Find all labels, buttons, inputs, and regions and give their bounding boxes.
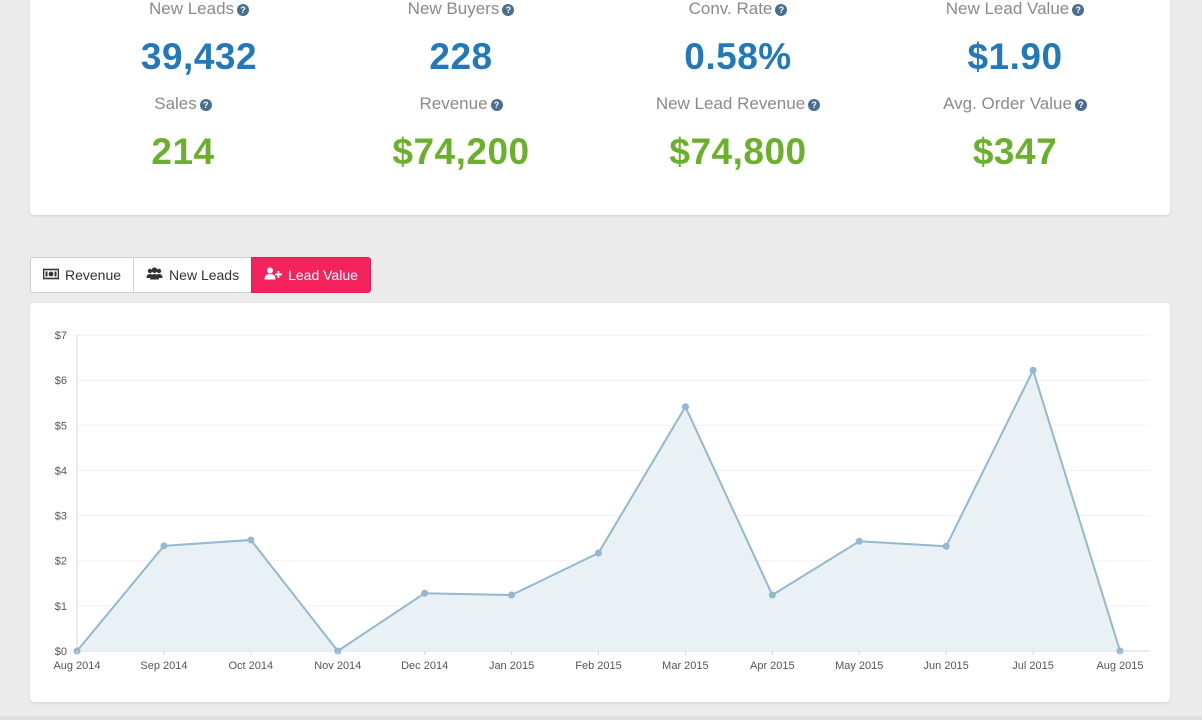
stat-label-text: Avg. Order Value — [943, 94, 1072, 113]
help-icon[interactable]: ? — [1074, 99, 1087, 111]
stat-value: $74,800 — [669, 131, 807, 172]
data-point — [1029, 366, 1037, 374]
data-point — [681, 403, 689, 411]
stats-card: New Leads? 39,432 New Buyers? 228 Conv. … — [30, 0, 1170, 215]
tab-revenue[interactable]: Revenue — [30, 257, 135, 293]
x-tick-label: Jul 2015 — [1012, 660, 1054, 672]
stat-label-text: New Lead Revenue — [655, 94, 806, 113]
stat-conv-rate: Conv. Rate? 0.58% — [599, 0, 877, 78]
data-point — [508, 591, 516, 599]
x-tick-label: Aug 2014 — [53, 660, 100, 672]
help-icon[interactable]: ? — [775, 4, 788, 16]
tab-new-leads-label: New Leads — [169, 267, 240, 283]
help-icon[interactable]: ? — [1072, 4, 1085, 16]
page-bottom-divider — [0, 716, 1202, 720]
stat-value: $1.90 — [967, 36, 1063, 77]
stat-value: $347 — [972, 131, 1058, 172]
x-tick-label: Nov 2014 — [314, 660, 361, 672]
help-icon[interactable]: ? — [490, 99, 503, 111]
stat-value: 0.58% — [684, 36, 792, 77]
user-plus-icon — [264, 258, 283, 292]
stat-label-text: New Buyers — [407, 0, 500, 18]
lead-value-chart: $0 $1 $2 $3 $4 $5 $6 $7 Aug 2014 Sep 2014 Oct 2014… — [53, 330, 1150, 672]
stat-value: $74,200 — [392, 131, 530, 172]
stat-sales: Sales? 214 — [44, 93, 322, 173]
tab-revenue-label: Revenue — [65, 267, 122, 283]
x-tick-label: Dec 2014 — [401, 660, 448, 672]
help-icon[interactable]: ? — [237, 4, 250, 16]
stat-label-text: Conv. Rate — [688, 0, 773, 18]
stat-value: 214 — [151, 131, 215, 172]
chart-tabs: Revenue New Leads Lead Value — [30, 257, 371, 293]
stat-label-text: Sales — [154, 94, 197, 113]
chart-card: $0 $1 $2 $3 $4 $5 $6 $7 Aug 2014 Sep 2014 Oct 2014… — [30, 303, 1170, 702]
stat-value: 39,432 — [140, 36, 258, 77]
data-point — [421, 589, 429, 597]
data-point — [768, 591, 776, 599]
data-point — [942, 542, 950, 550]
stat-label: New Leads? — [60, 0, 338, 20]
y-tick-label: $0 — [55, 646, 67, 658]
stat-label: Sales? — [44, 93, 322, 115]
data-point — [595, 549, 602, 557]
data-point — [855, 537, 863, 545]
users-icon — [146, 258, 163, 292]
y-tick-label: $6 — [55, 375, 67, 387]
help-icon[interactable]: ? — [199, 99, 212, 111]
y-tick-label: $4 — [55, 465, 67, 477]
x-tick-label: Mar 2015 — [662, 660, 708, 672]
stat-label: New Lead Value? — [876, 0, 1154, 20]
stat-label: New Lead Revenue? — [599, 93, 877, 115]
stat-new-leads: New Leads? 39,432 — [60, 0, 338, 78]
tab-new-leads[interactable]: New Leads — [133, 257, 253, 293]
stat-label-text: New Leads — [148, 0, 235, 18]
stat-label-text: New Lead Value — [945, 0, 1070, 18]
y-tick-label: $2 — [55, 556, 67, 568]
stat-label-text: Revenue — [419, 94, 488, 113]
help-icon[interactable]: ? — [808, 99, 821, 111]
y-tick-label: $3 — [55, 511, 67, 523]
stat-new-lead-value: New Lead Value? $1.90 — [876, 0, 1154, 78]
y-tick-label: $5 — [55, 420, 67, 432]
stat-new-lead-revenue: New Lead Revenue? $74,800 — [599, 93, 877, 173]
stat-revenue: Revenue? $74,200 — [322, 93, 600, 173]
y-tick-label: $1 — [55, 601, 67, 613]
help-icon[interactable]: ? — [502, 4, 515, 16]
tab-lead-value-label: Lead Value — [288, 267, 358, 283]
x-tick-label: Jun 2015 — [924, 660, 969, 672]
tab-lead-value[interactable]: Lead Value — [251, 257, 371, 293]
x-tick-label: Jan 2015 — [489, 660, 534, 672]
data-point — [160, 542, 168, 550]
stat-value: 228 — [429, 36, 493, 77]
x-tick-label: Feb 2015 — [575, 660, 621, 672]
x-tick-label: Oct 2014 — [229, 660, 274, 672]
stat-avg-order-value: Avg. Order Value? $347 — [876, 93, 1154, 173]
series-area — [77, 370, 1120, 651]
x-tick-label: Aug 2015 — [1096, 660, 1143, 672]
stat-label: Conv. Rate? — [599, 0, 877, 20]
x-tick-label: May 2015 — [835, 660, 883, 672]
money-icon — [42, 258, 60, 292]
stat-label: Revenue? — [322, 93, 600, 115]
y-tick-label: $7 — [55, 330, 67, 342]
data-point — [247, 536, 255, 544]
x-tick-label: Apr 2015 — [750, 660, 795, 672]
stat-label: Avg. Order Value? — [876, 93, 1154, 115]
stat-label: New Buyers? — [322, 0, 600, 20]
stat-new-buyers: New Buyers? 228 — [322, 0, 600, 78]
x-tick-label: Sep 2014 — [140, 660, 187, 672]
